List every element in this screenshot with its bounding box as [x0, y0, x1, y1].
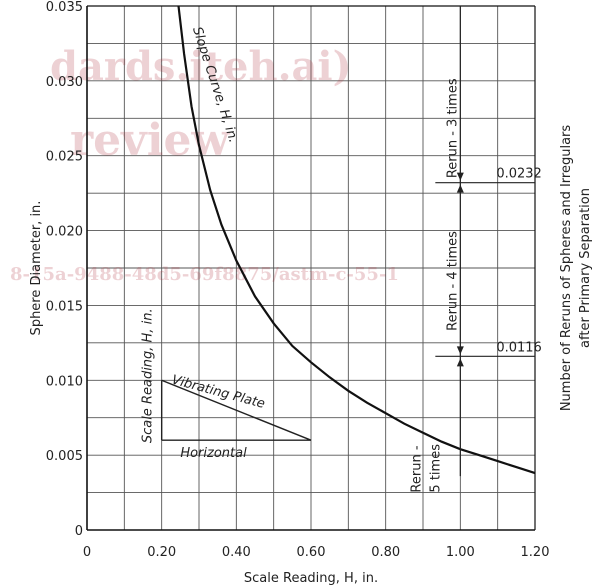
y-tick-label: 0.025 — [46, 150, 83, 165]
zone-rerun-5-label-line2: 5 times — [428, 444, 443, 493]
arrow-up-icon — [456, 184, 464, 193]
x-tick-label: 0.80 — [371, 545, 400, 560]
y-tick-label: 0.010 — [46, 374, 83, 389]
y-tick-label: 0.015 — [46, 299, 83, 314]
arrow-down-icon — [456, 172, 464, 181]
threshold-0116-label: 0.0116 — [496, 340, 542, 355]
zone-rerun-4-label: Rerun - 4 times — [445, 231, 460, 331]
y-tick-label: 0.020 — [46, 225, 83, 240]
zone-rerun-5-label-line1: Rerun - — [409, 445, 424, 492]
y-axis-label: Sphere Diameter, in. — [29, 201, 44, 336]
right-axis-label-line2: after Primary Separation — [578, 188, 593, 348]
inset-plate-label: Vibrating Plate — [170, 373, 267, 412]
arrow-down-icon — [456, 346, 464, 355]
watermark-line-2: review — [70, 115, 230, 166]
y-tick-label: 0.035 — [46, 0, 83, 15]
zone-rerun-3-label: Rerun - 3 times — [445, 78, 460, 178]
tick-labels: 0 0.20 0.40 0.60 0.80 1.00 1.20 0 0.005 0.010 0.01… — [46, 0, 550, 560]
x-tick-label: 0.60 — [297, 545, 326, 560]
x-tick-label: 0.20 — [147, 545, 176, 560]
x-tick-label: 1.00 — [446, 545, 475, 560]
watermark-line-3: 8-15a-9488-48d5-69f8875/astm-c-55-1 — [10, 264, 399, 285]
y-tick-label: 0.005 — [46, 449, 83, 464]
right-axis-label-line1: Number of Reruns of Spheres and Irregula… — [559, 125, 574, 412]
y-tick-label: 0 — [75, 524, 83, 539]
x-tick-label: 1.20 — [521, 545, 550, 560]
threshold-0232-label: 0.0232 — [496, 167, 542, 182]
x-tick-label: 0 — [83, 545, 91, 560]
arrow-up-icon — [456, 358, 464, 367]
x-tick-label: 0.40 — [222, 545, 251, 560]
watermark: dards.iteh.ai) review 8-15a-9488-48d5-69… — [10, 43, 399, 285]
rerun-zones: 0.0232 0.0116 Rerun - 3 times Rerun - 4 … — [409, 6, 542, 493]
inset-plate-line — [161, 379, 312, 441]
inset-scale-label: Scale Reading, H, in. — [141, 308, 156, 443]
y-tick-label: 0.030 — [46, 75, 83, 90]
slope-curve-line — [177, 5, 536, 475]
watermark-line-1: dards.iteh.ai) — [50, 43, 352, 90]
inset-horizontal-label: Horizontal — [180, 446, 247, 461]
inset-diagram: Scale Reading, H, in. Vibrating Plate Ho… — [141, 308, 312, 461]
x-axis-label: Scale Reading, H, in. — [244, 571, 378, 586]
